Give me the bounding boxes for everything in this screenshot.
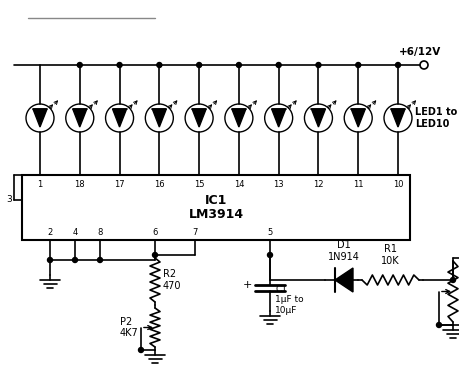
Circle shape — [268, 252, 273, 258]
Text: 3: 3 — [6, 195, 12, 204]
Circle shape — [276, 63, 281, 68]
Text: 1: 1 — [37, 180, 43, 189]
Circle shape — [356, 63, 361, 68]
Polygon shape — [152, 109, 166, 127]
Polygon shape — [192, 109, 206, 127]
Text: D1
1N914: D1 1N914 — [328, 240, 360, 262]
Polygon shape — [112, 109, 127, 127]
Circle shape — [316, 63, 321, 68]
Text: +6/12V: +6/12V — [399, 47, 441, 57]
Bar — [22, 175, 410, 240]
Polygon shape — [335, 268, 353, 292]
Polygon shape — [391, 109, 405, 127]
Polygon shape — [33, 109, 47, 127]
Text: LED1 to
LED10: LED1 to LED10 — [415, 107, 457, 129]
Text: 12: 12 — [313, 180, 324, 189]
Text: 11: 11 — [353, 180, 364, 189]
Circle shape — [73, 258, 78, 262]
Circle shape — [47, 258, 52, 262]
Circle shape — [450, 278, 455, 282]
Circle shape — [139, 348, 144, 352]
Text: P2
4K7: P2 4K7 — [120, 317, 139, 338]
Circle shape — [437, 322, 442, 327]
Text: 17: 17 — [114, 180, 125, 189]
Text: 10: 10 — [393, 180, 403, 189]
Text: 15: 15 — [194, 180, 204, 189]
Text: R2
470: R2 470 — [163, 269, 181, 291]
Text: R1
10K: R1 10K — [381, 244, 400, 266]
Circle shape — [152, 252, 157, 258]
Text: 8: 8 — [97, 228, 103, 237]
Polygon shape — [312, 109, 325, 127]
Text: 7: 7 — [192, 228, 198, 237]
Text: +: + — [243, 280, 252, 290]
Polygon shape — [272, 109, 285, 127]
Text: 5: 5 — [268, 228, 273, 237]
Text: IC1: IC1 — [205, 194, 227, 207]
Circle shape — [236, 63, 241, 68]
Text: 4: 4 — [73, 228, 78, 237]
Text: 14: 14 — [234, 180, 244, 189]
Text: 6: 6 — [152, 228, 158, 237]
Polygon shape — [232, 109, 246, 127]
Text: 16: 16 — [154, 180, 165, 189]
Circle shape — [97, 258, 102, 262]
Text: LM3914: LM3914 — [189, 208, 244, 221]
Text: C1
1μF to
10μF: C1 1μF to 10μF — [275, 285, 303, 315]
Circle shape — [396, 63, 401, 68]
Polygon shape — [351, 109, 365, 127]
Polygon shape — [73, 109, 87, 127]
Text: 18: 18 — [74, 180, 85, 189]
Text: 13: 13 — [274, 180, 284, 189]
Circle shape — [196, 63, 202, 68]
Text: 2: 2 — [47, 228, 53, 237]
Circle shape — [77, 63, 82, 68]
Circle shape — [117, 63, 122, 68]
Circle shape — [157, 63, 162, 68]
